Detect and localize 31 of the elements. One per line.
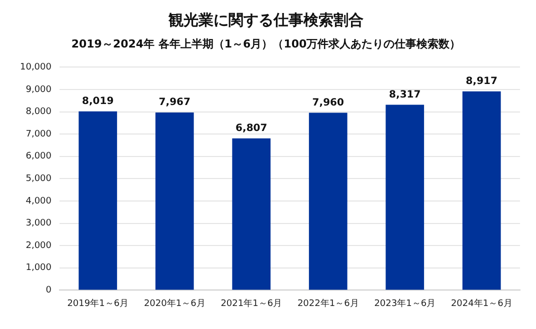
- data-label: 7,960: [312, 97, 344, 108]
- y-tick-label: 1,000: [26, 263, 52, 274]
- x-tick-label: 2024年1～6月: [450, 298, 512, 309]
- y-tick-label: 4,000: [26, 196, 52, 206]
- y-tick-label: 3,000: [26, 218, 52, 229]
- x-tick-label: 2020年1～6月: [144, 298, 206, 309]
- y-tick-label: 0: [46, 286, 52, 296]
- x-tick-label: 2021年1～6月: [220, 298, 282, 309]
- x-tick-label: 2023年1～6月: [374, 298, 436, 309]
- chart-title: 観光業に関する仕事検索割合: [168, 10, 364, 29]
- y-tick-label: 10,000: [20, 62, 52, 73]
- y-tick-label: 5,000: [26, 174, 52, 184]
- data-label: 8,317: [389, 89, 421, 100]
- x-tick-label: 2019年1～6月: [67, 298, 129, 309]
- bar: [462, 91, 501, 290]
- bar: [386, 104, 424, 290]
- y-tick-label: 9,000: [26, 84, 52, 95]
- y-tick-label: 8,000: [26, 107, 52, 118]
- y-tick-label: 2,000: [26, 240, 52, 251]
- bar: [155, 112, 194, 290]
- data-label: 7,967: [158, 97, 190, 108]
- y-tick-label: 6,000: [26, 152, 52, 162]
- data-label: 8,019: [82, 96, 114, 107]
- chart-subtitle: 2019～2024年 各年上半期（1～6月）（100万件求人あたりの仕事検索数）: [71, 37, 461, 50]
- data-label: 6,807: [236, 123, 268, 134]
- y-tick-label: 7,000: [26, 129, 52, 140]
- bar: [308, 112, 348, 290]
- data-label: 8,917: [466, 76, 498, 87]
- bar: [78, 111, 118, 290]
- bar: [232, 138, 271, 290]
- x-tick-label: 2022年1～6月: [297, 298, 359, 309]
